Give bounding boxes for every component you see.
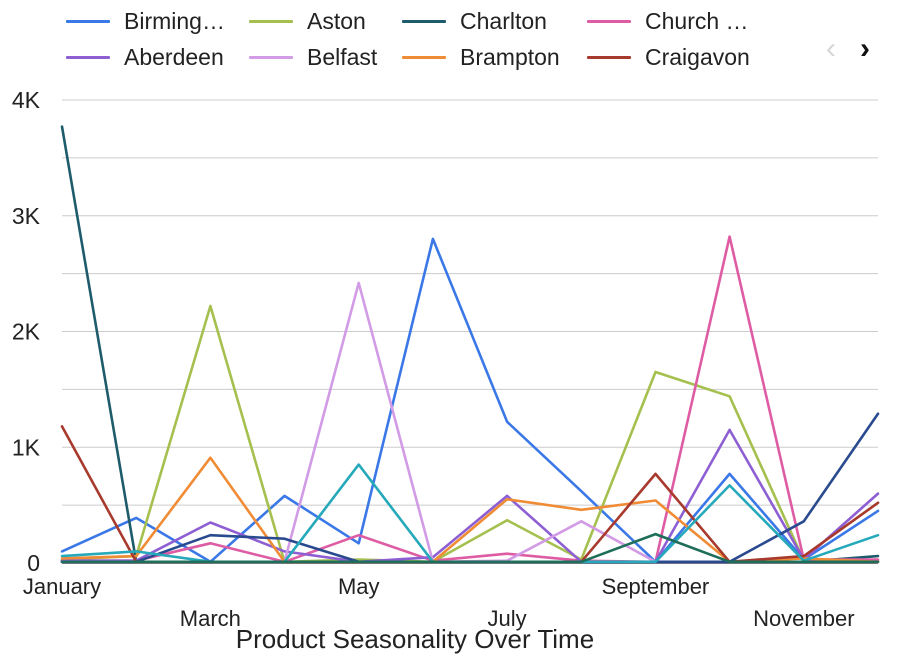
series-line[interactable] xyxy=(60,281,880,564)
legend-prev-page-icon[interactable]: ‹ xyxy=(826,32,836,65)
x-tick-label: May xyxy=(338,574,380,599)
x-tick-label: July xyxy=(488,606,527,631)
legend-item[interactable]: Aston xyxy=(249,4,366,38)
legend-swatch xyxy=(66,19,110,23)
y-axis-tick-labels: 0 1K 2K 3K 4K xyxy=(12,87,41,576)
y-tick-label: 1K xyxy=(12,434,41,460)
y-tick-label: 0 xyxy=(27,550,40,576)
legend-swatch xyxy=(587,19,631,23)
legend-swatch xyxy=(402,55,446,59)
legend-label: Aston xyxy=(307,7,366,34)
legend-item[interactable]: Belfast xyxy=(249,40,377,74)
y-tick-label: 2K xyxy=(12,319,41,345)
legend-label: Birming… xyxy=(124,7,225,34)
legend-label: Craigavon xyxy=(645,43,750,70)
legend-label: Aberdeen xyxy=(124,43,224,70)
series-line[interactable] xyxy=(60,428,880,564)
legend-item[interactable]: Aberdeen xyxy=(66,40,224,74)
legend-label: Charlton xyxy=(460,7,547,34)
x-tick-label: January xyxy=(23,574,101,599)
legend-label: Brampton xyxy=(460,43,560,70)
legend-swatch xyxy=(249,19,293,23)
series-lines xyxy=(60,125,880,564)
x-axis-tick-labels: January March May July September November xyxy=(23,574,855,631)
legend-swatch xyxy=(66,55,110,59)
series-line[interactable] xyxy=(60,304,880,564)
legend-swatch xyxy=(587,55,631,59)
chart-title: Product Seasonality Over Time xyxy=(235,624,595,654)
legend-swatch xyxy=(402,19,446,23)
series-line[interactable] xyxy=(60,237,880,564)
legend-label: Belfast xyxy=(307,43,378,70)
legend-item[interactable]: Brampton xyxy=(402,40,560,74)
y-tick-label: 3K xyxy=(12,203,41,229)
legend-next-page-icon[interactable]: › xyxy=(860,32,870,65)
series-line[interactable] xyxy=(60,532,880,564)
y-tick-label: 4K xyxy=(12,87,41,113)
legend-item[interactable]: Charlton xyxy=(402,4,547,38)
legend-item[interactable]: Birming… xyxy=(66,4,225,38)
legend: Birming… Aston Charlton Church … Aberdeen Bel… xyxy=(66,4,826,76)
legend-label: Church … xyxy=(645,7,749,34)
x-tick-label: September xyxy=(602,574,710,599)
series-line[interactable] xyxy=(60,235,880,564)
legend-swatch xyxy=(249,55,293,59)
x-tick-label: November xyxy=(753,606,854,631)
x-tick-label: March xyxy=(180,606,241,631)
legend-item[interactable]: Craigavon xyxy=(587,40,750,74)
legend-item[interactable]: Church … xyxy=(587,4,749,38)
